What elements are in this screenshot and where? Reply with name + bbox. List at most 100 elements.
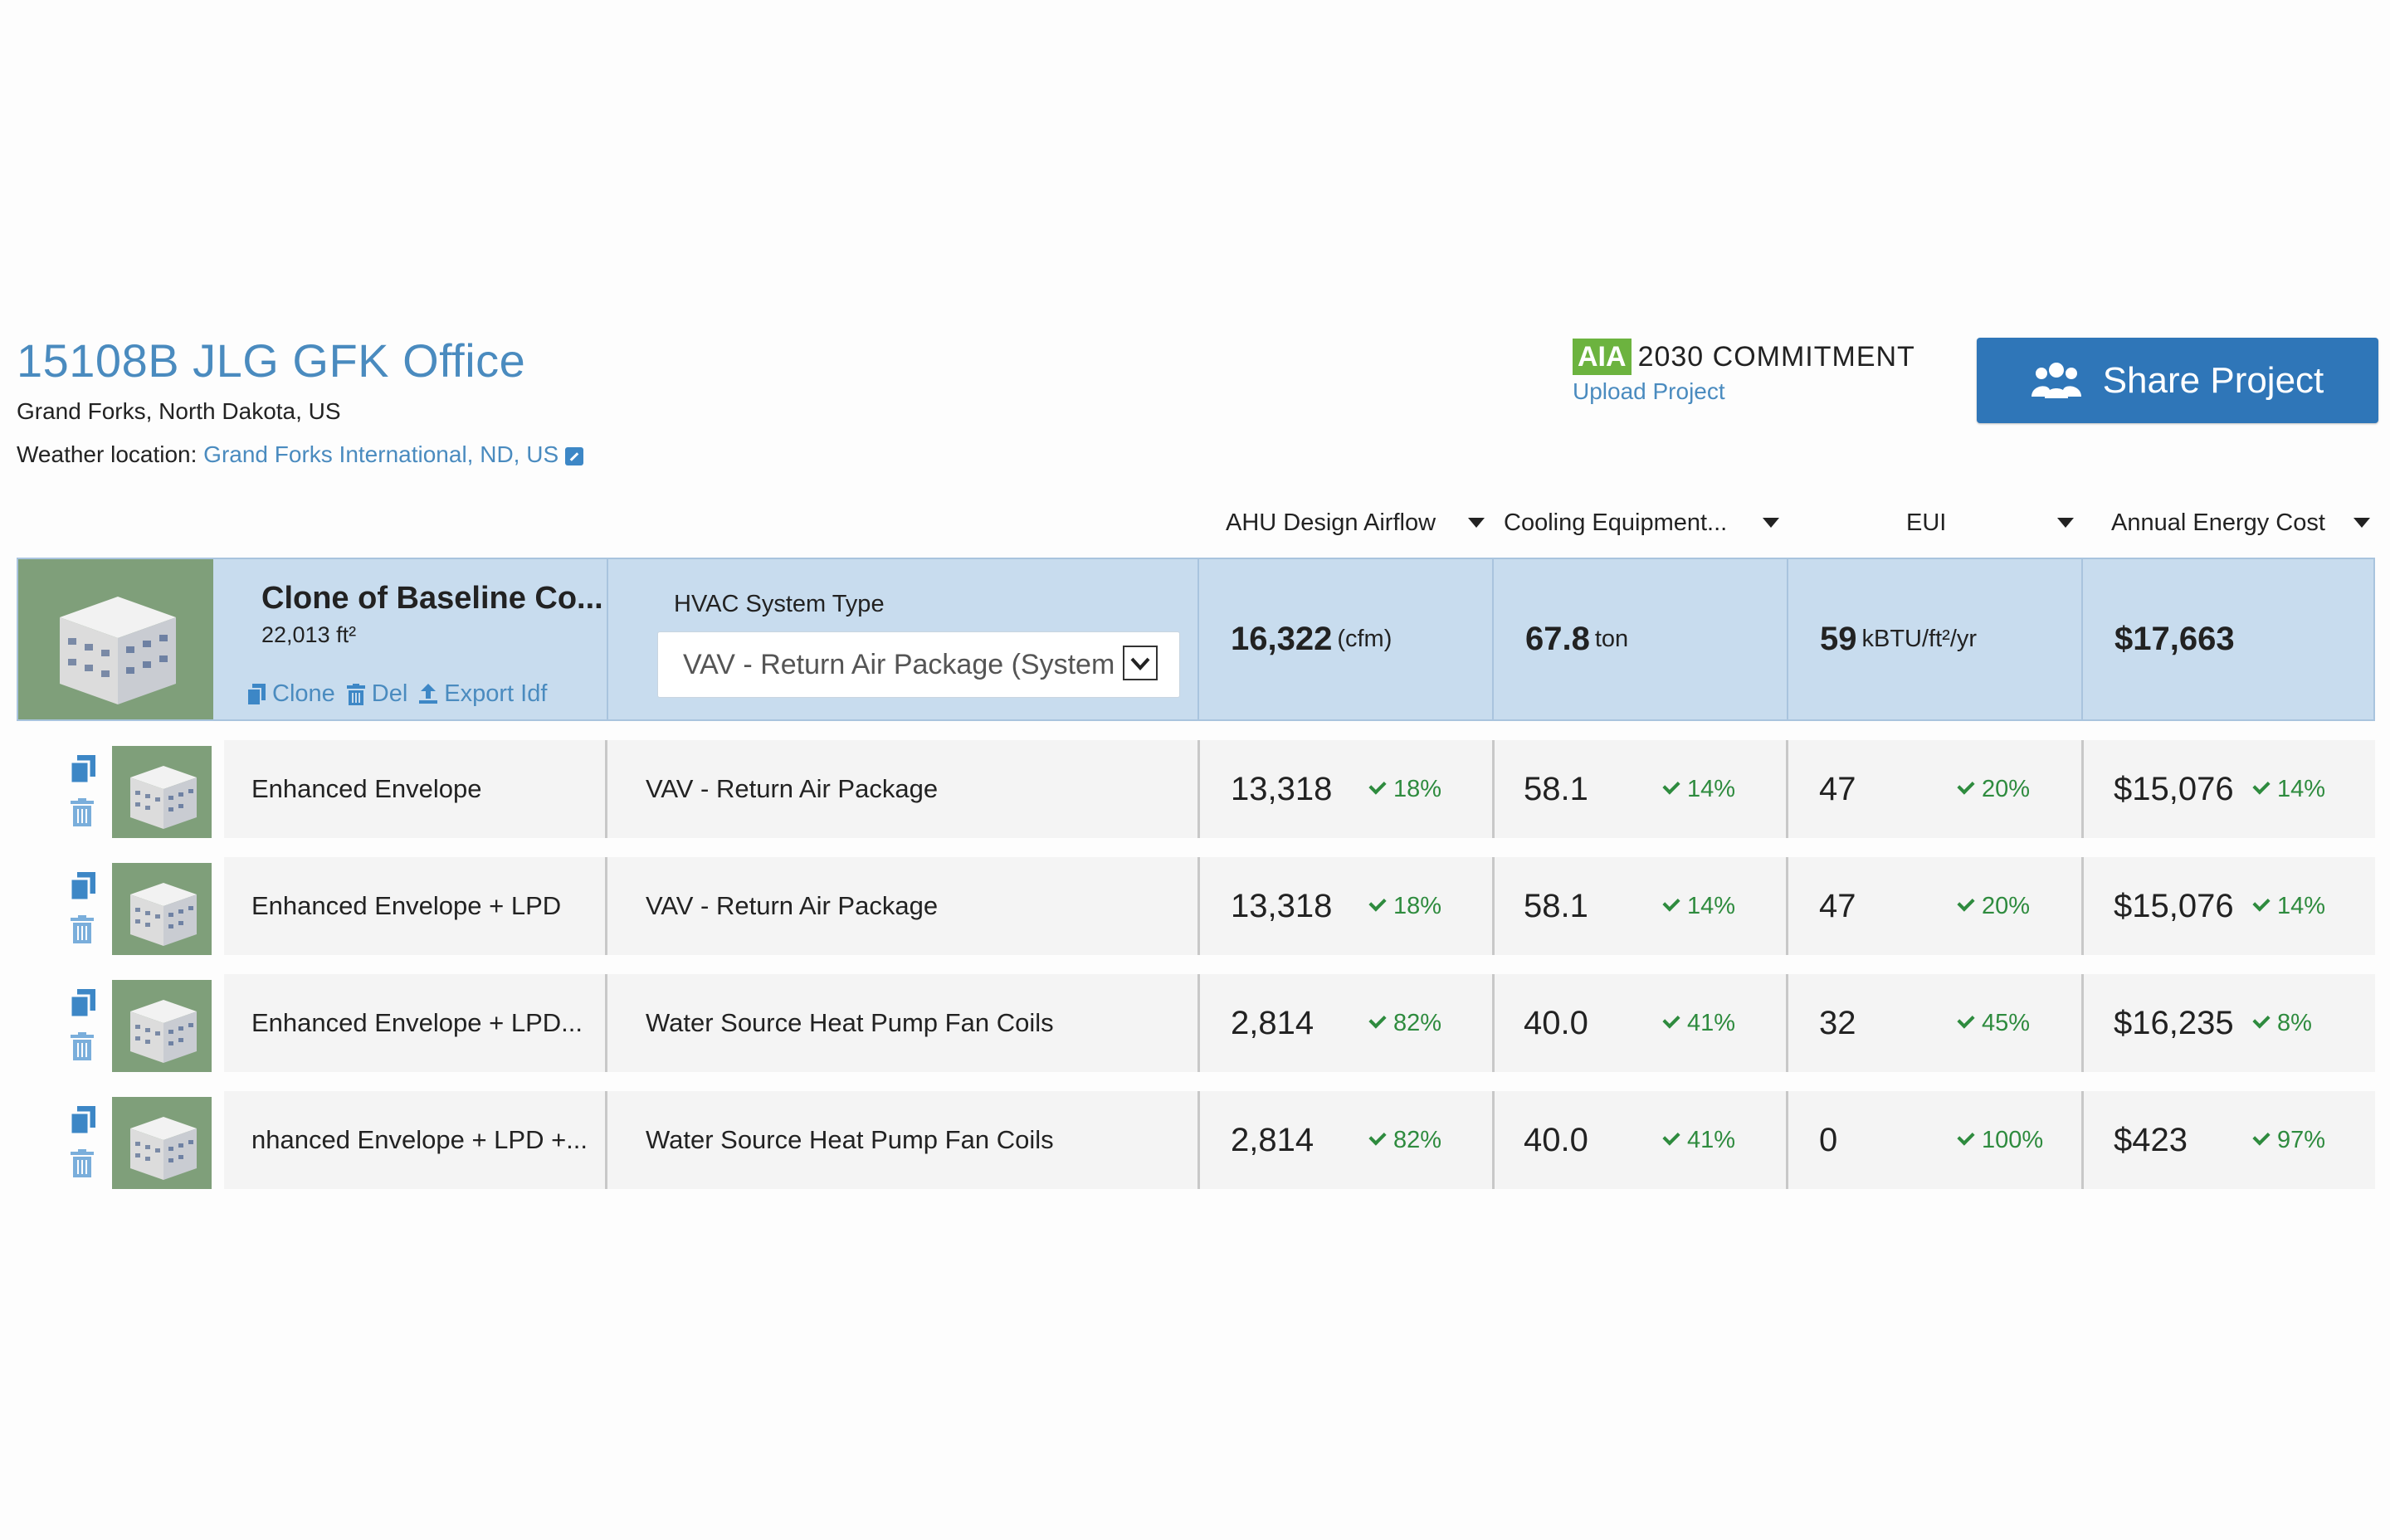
alternative-name[interactable]: Enhanced Envelope + LPD — [251, 891, 562, 920]
airflow-change-label: 82% — [1393, 1126, 1442, 1153]
check-down-icon — [1662, 1011, 1680, 1029]
building-thumbnail[interactable] — [18, 559, 213, 719]
chevron-down-icon — [1123, 646, 1158, 680]
column-header-eui[interactable]: EUI — [1906, 504, 2074, 541]
delete-label: Del — [371, 680, 408, 707]
baseline-eui-unit: kBTU/ft²/yr — [1861, 626, 1978, 652]
building-thumbnail[interactable] — [112, 863, 212, 955]
export-idf-label: Export Idf — [444, 680, 548, 707]
check-down-icon — [1957, 1011, 1975, 1029]
trash-icon[interactable] — [69, 1149, 95, 1177]
alternative-name[interactable]: nhanced Envelope + LPD +... — [251, 1125, 588, 1154]
baseline-name[interactable]: Clone of Baseline Co... — [261, 581, 603, 616]
upload-project-link[interactable]: Upload Project — [1573, 378, 1725, 404]
check-down-icon — [1662, 1128, 1680, 1146]
cost-change-label: 8% — [2277, 1009, 2312, 1036]
copy-icon[interactable] — [69, 755, 95, 783]
edit-icon[interactable] — [565, 446, 584, 465]
copy-icon[interactable] — [69, 1106, 95, 1134]
table-row[interactable]: Enhanced Envelope + LPD VAV - Return Air… — [17, 857, 2375, 955]
aia-2030-block: AIA 2030 COMMITMENT Upload Project — [1573, 339, 1915, 405]
cooling-value: 58.1 — [1524, 887, 1588, 924]
copy-icon[interactable] — [69, 872, 95, 900]
cell-divider — [1197, 857, 1200, 955]
chevron-down-icon — [2353, 518, 2370, 528]
cooling-change-label: 41% — [1687, 1126, 1736, 1153]
airflow-change-label: 18% — [1393, 892, 1442, 919]
cell-divider — [1786, 974, 1788, 1072]
share-project-button[interactable]: Share Project — [1977, 338, 2378, 423]
airflow-change: 18% — [1368, 740, 1442, 838]
baseline-hvac-cell — [607, 559, 1198, 719]
check-down-icon — [2252, 894, 2270, 912]
cooling-change: 14% — [1662, 740, 1735, 838]
airflow-value: 13,318 — [1231, 887, 1333, 924]
airflow-change-label: 18% — [1393, 775, 1442, 802]
cost-change: 8% — [2252, 974, 2312, 1072]
trash-icon[interactable] — [69, 1032, 95, 1060]
eui-change-label: 100% — [1982, 1126, 2044, 1153]
eui-value: 47 — [1819, 887, 1856, 924]
table-row[interactable]: Enhanced Envelope + LPD... Water Source … — [17, 974, 2375, 1072]
clone-button[interactable]: Clone — [247, 680, 335, 708]
baseline-cost-cell: $17,663 — [2081, 559, 2373, 719]
export-idf-button[interactable]: Export Idf — [419, 680, 547, 708]
hvac-selected-value: VAV - Return Air Package (System — [683, 648, 1115, 680]
cell-divider — [1786, 857, 1788, 955]
cooling-change-label: 14% — [1687, 892, 1736, 919]
row-body — [224, 740, 2375, 838]
delete-button[interactable]: Del — [346, 680, 408, 708]
cooling-change: 41% — [1662, 974, 1735, 1072]
check-down-icon — [1368, 894, 1387, 912]
cell-divider — [1492, 1091, 1495, 1189]
baseline-cooling-cell: 67.8 ton — [1492, 559, 1788, 719]
aia-badge: AIA — [1573, 339, 1632, 375]
building-thumbnail[interactable] — [112, 746, 212, 838]
column-header-label: Cooling Equipment... — [1504, 509, 1728, 536]
airflow-change: 82% — [1368, 1091, 1442, 1189]
alternative-name[interactable]: Enhanced Envelope + LPD... — [251, 1008, 583, 1037]
column-header-ahu-airflow[interactable]: AHU Design Airflow — [1226, 504, 1485, 541]
column-header-cooling-equipment[interactable]: Cooling Equipment... — [1504, 504, 1779, 541]
trash-icon — [346, 683, 365, 705]
page-title: 15108B JLG GFK Office — [17, 334, 526, 387]
column-header-label: AHU Design Airflow — [1226, 509, 1436, 536]
row-actions — [69, 989, 97, 1075]
baseline-row: Clone of Baseline Co... 22,013 ft² Clone… — [17, 558, 2375, 721]
row-actions — [69, 755, 97, 841]
eui-change: 20% — [1957, 740, 2030, 838]
cost-change: 14% — [2252, 857, 2325, 955]
cell-divider — [605, 974, 607, 1072]
row-body — [224, 1091, 2375, 1189]
trash-icon[interactable] — [69, 798, 95, 826]
building-icon — [130, 766, 197, 829]
row-body — [224, 857, 2375, 955]
cell-divider — [1492, 974, 1495, 1072]
airflow-value: 2,814 — [1231, 1004, 1314, 1041]
table-row[interactable]: nhanced Envelope + LPD +... Water Source… — [17, 1091, 2375, 1189]
column-header-annual-energy-cost[interactable]: Annual Energy Cost — [2111, 504, 2370, 541]
weather-location: Weather location: Grand Forks Internatio… — [17, 441, 584, 468]
weather-location-link[interactable]: Grand Forks International, ND, US — [203, 441, 559, 467]
cell-divider — [1197, 740, 1200, 838]
building-thumbnail[interactable] — [112, 980, 212, 1072]
cost-change: 97% — [2252, 1091, 2325, 1189]
check-down-icon — [1957, 894, 1975, 912]
hvac-system-type-select[interactable]: VAV - Return Air Package (System — [657, 631, 1180, 698]
trash-icon[interactable] — [69, 915, 95, 943]
airflow-change: 82% — [1368, 974, 1441, 1072]
table-row[interactable]: Enhanced Envelope VAV - Return Air Packa… — [17, 740, 2375, 838]
building-thumbnail[interactable] — [112, 1097, 212, 1189]
eui-value: 0 — [1819, 1121, 1838, 1158]
baseline-eui-cell: 59 kBTU/ft²/yr — [1787, 559, 2082, 719]
check-down-icon — [2252, 777, 2270, 795]
check-down-icon — [1662, 894, 1680, 912]
baseline-actions: Clone Del Export Idf — [247, 680, 558, 708]
row-body — [224, 974, 2375, 1072]
alternative-name[interactable]: Enhanced Envelope — [251, 774, 482, 803]
copy-icon[interactable] — [69, 989, 95, 1017]
baseline-cost-value: $17,663 — [2114, 621, 2235, 657]
row-actions — [69, 872, 97, 958]
baseline-cooling-unit: ton — [1594, 626, 1629, 652]
alternative-hvac: Water Source Heat Pump Fan Coils — [646, 1125, 1054, 1154]
